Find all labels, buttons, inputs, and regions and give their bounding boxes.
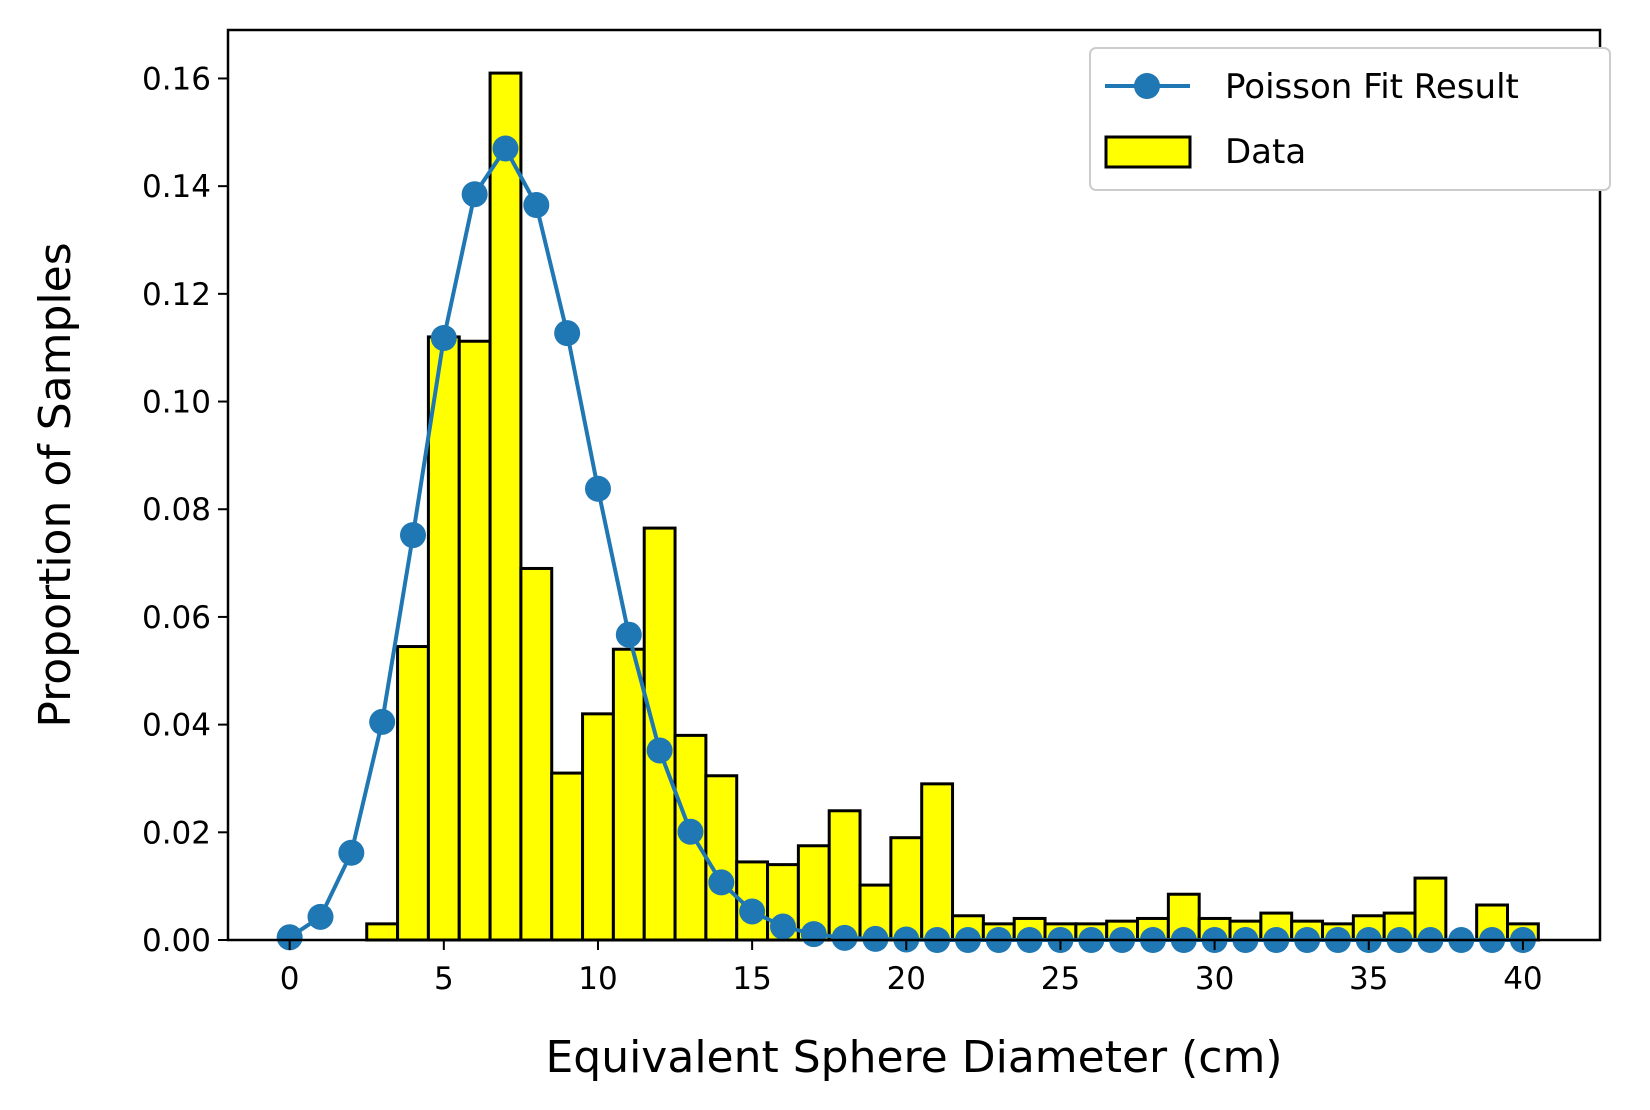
x-tick-label: 0 (280, 961, 300, 997)
x-axis-label: Equivalent Sphere Diameter (cm) (545, 1032, 1282, 1083)
y-tick-label: 0.14 (142, 169, 211, 205)
bar (889, 836, 924, 942)
x-tick-label: 10 (578, 961, 617, 997)
bar (550, 771, 585, 942)
bar (920, 782, 955, 942)
x-tick-label: 15 (732, 961, 771, 997)
fit-point (369, 708, 396, 735)
axes (226, 28, 1602, 942)
y-tick-label: 0.02 (142, 815, 211, 851)
fit-point (307, 903, 334, 930)
x-tick-label: 40 (1503, 961, 1542, 997)
fit-point (831, 924, 858, 951)
fit-point (739, 898, 766, 925)
y-tick-label: 0.06 (142, 600, 211, 636)
legend-frame (1089, 47, 1611, 191)
bar (365, 922, 400, 942)
fit-point (554, 320, 581, 347)
y-tick-label: 0.16 (142, 61, 211, 97)
fit-point (677, 818, 704, 845)
x-tick-label: 30 (1195, 961, 1234, 997)
fit-point (399, 522, 426, 549)
y-tick-label: 0.12 (142, 277, 211, 313)
legend-marker-swatch (1134, 73, 1160, 99)
legend-label-poisson-fit: Poisson Fit Result (1225, 67, 1519, 107)
plot-frame (226, 28, 1602, 942)
fit-point (523, 192, 550, 218)
bar (396, 645, 430, 942)
fit-point (584, 475, 611, 502)
legend: Poisson Fit Result Data (1089, 47, 1611, 191)
fit-point (492, 135, 519, 162)
bar (457, 339, 492, 942)
bar (642, 526, 677, 942)
x-tick-label: 35 (1349, 961, 1388, 997)
y-axis-ticks: 0.00 0.02 0.04 0.06 0.08 0.10 0.12 0.14 0.16 (142, 61, 228, 959)
bar (519, 566, 554, 942)
x-tick-label: 25 (1041, 961, 1080, 997)
bar (488, 71, 523, 942)
fit-point (338, 839, 365, 866)
legend-bar-swatch (1104, 135, 1192, 169)
bar (611, 647, 646, 942)
y-tick-label: 0.08 (142, 492, 211, 528)
y-axis-label: Proportion of Samples (30, 242, 81, 727)
bar (426, 335, 461, 942)
x-axis-ticks: 0 5 10 15 20 25 30 35 40 (280, 940, 1543, 997)
bar (827, 809, 862, 942)
fit-point (800, 921, 827, 948)
x-tick-label: 5 (434, 961, 454, 997)
bar-series-data (365, 71, 1540, 942)
fit-point (615, 621, 642, 648)
bar (581, 712, 615, 942)
y-tick-label: 0.10 (142, 385, 211, 421)
y-tick-label: 0.04 (142, 708, 211, 744)
fit-point (276, 924, 303, 951)
y-tick-label: 0.00 (142, 923, 211, 959)
bar (704, 774, 739, 942)
fit-point (769, 913, 796, 940)
legend-label-data: Data (1225, 132, 1306, 172)
fit-point (461, 181, 488, 208)
fit-point (646, 737, 673, 764)
fit-point (708, 869, 735, 896)
x-tick-label: 20 (887, 961, 926, 997)
fit-point (430, 325, 457, 351)
